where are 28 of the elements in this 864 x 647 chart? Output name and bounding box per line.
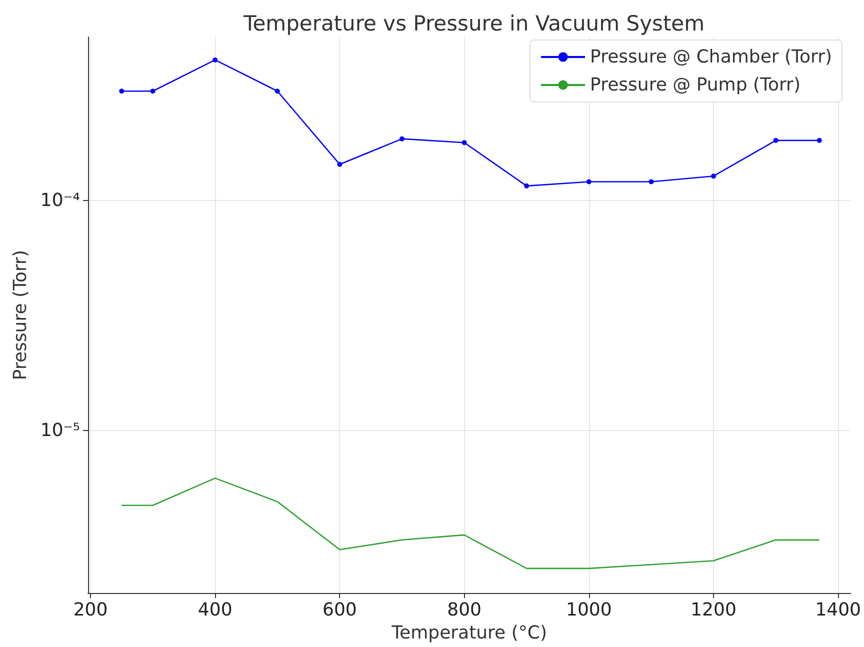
x-tick-label: 200 [73,600,108,621]
x-tick-label: 800 [447,600,482,621]
point [773,138,778,143]
point [524,183,530,188]
point [648,179,654,184]
point [586,179,592,184]
y-axis-title: Pressure (Torr) [10,250,31,380]
y-tick-label: 10⁻⁴ [40,190,80,212]
y-tick-label: 10⁻⁵ [40,420,80,441]
x-tick-label: 1200 [690,600,736,621]
x-tick-label: 1000 [566,600,612,621]
point [711,174,716,179]
point [400,136,404,142]
point [816,138,822,143]
point [119,88,124,94]
x-tick-label: 1400 [815,600,861,621]
point [462,140,467,146]
point [274,88,280,94]
x-axis-title: Temperature (°C) [390,622,547,644]
point [150,88,156,94]
point [212,57,218,62]
x-tick-label: 600 [322,600,357,621]
point [337,162,342,167]
chart-title: Temperature vs Pressure in Vacuum System [242,12,705,36]
line-series [120,478,820,570]
x-tick-label: 400 [198,600,232,621]
legend-label: Pressure @ Chamber (Torr) [590,46,832,68]
legend-label: Pressure @ Pump (Torr) [590,74,800,96]
